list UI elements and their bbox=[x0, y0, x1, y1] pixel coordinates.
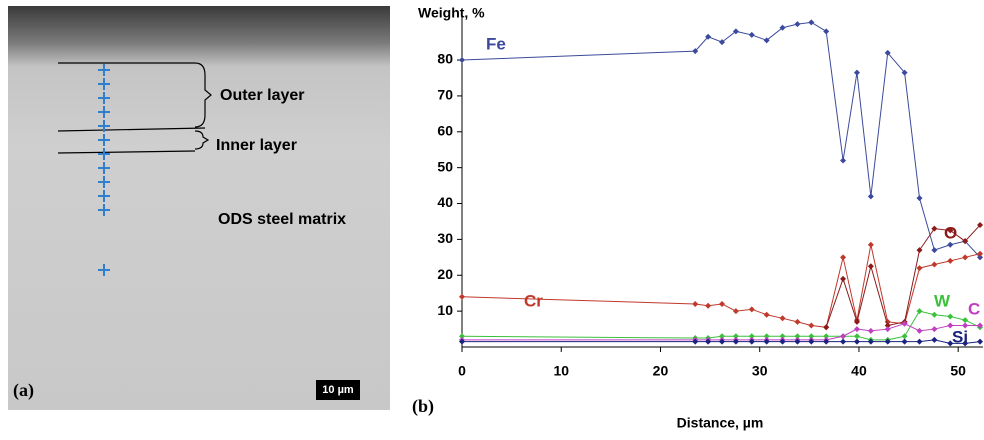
x-tick-label: 50 bbox=[950, 363, 966, 379]
y-tick-label: 70 bbox=[437, 87, 453, 103]
series-line bbox=[462, 22, 980, 257]
data-point bbox=[840, 333, 846, 339]
series-label: Fe bbox=[486, 34, 506, 53]
data-point bbox=[794, 319, 800, 325]
y-tick-label: 20 bbox=[437, 266, 453, 282]
data-point bbox=[854, 333, 860, 339]
data-point bbox=[854, 70, 860, 76]
data-point bbox=[794, 21, 800, 27]
x-tick-label: 0 bbox=[458, 363, 466, 379]
data-point bbox=[808, 322, 814, 328]
panel-label: (b) bbox=[412, 396, 434, 417]
series-line bbox=[462, 245, 980, 327]
data-point bbox=[868, 242, 874, 248]
data-point bbox=[840, 276, 846, 282]
data-point bbox=[719, 301, 725, 307]
data-point bbox=[931, 312, 937, 318]
data-point bbox=[868, 328, 874, 334]
data-point bbox=[931, 337, 937, 343]
data-point bbox=[947, 242, 953, 248]
layer-label: Outer layer bbox=[220, 87, 304, 104]
series-label: C bbox=[968, 299, 980, 318]
series-label: W bbox=[934, 291, 951, 310]
data-point bbox=[916, 247, 922, 253]
data-point bbox=[808, 19, 814, 25]
data-point bbox=[977, 339, 983, 345]
data-point bbox=[705, 303, 711, 309]
x-tick-label: 20 bbox=[653, 363, 669, 379]
series-label: O bbox=[944, 223, 957, 242]
y-tick-label: 30 bbox=[437, 230, 453, 246]
data-point bbox=[823, 324, 829, 330]
panel-label: (a) bbox=[13, 380, 34, 401]
data-point bbox=[916, 265, 922, 271]
data-point bbox=[931, 326, 937, 332]
data-point bbox=[692, 301, 698, 307]
data-point bbox=[931, 262, 937, 268]
data-point bbox=[868, 263, 874, 269]
x-tick-label: 10 bbox=[553, 363, 569, 379]
data-point bbox=[749, 32, 755, 38]
data-point bbox=[947, 258, 953, 264]
data-point bbox=[885, 326, 891, 332]
data-point bbox=[840, 339, 846, 345]
y-tick-label: 80 bbox=[437, 51, 453, 67]
y-tick-label: 50 bbox=[437, 158, 453, 174]
x-tick-label: 30 bbox=[752, 363, 768, 379]
series-label: Si bbox=[952, 327, 968, 346]
data-point bbox=[902, 339, 908, 345]
figure: Outer layer Inner layer ODS steel matrix… bbox=[0, 0, 984, 435]
data-point bbox=[840, 254, 846, 260]
data-point bbox=[749, 306, 755, 312]
data-point bbox=[947, 314, 953, 320]
data-point bbox=[931, 247, 937, 253]
y-axis-label: Weight, % bbox=[418, 5, 485, 21]
data-point bbox=[931, 226, 937, 232]
micrograph: Outer layer Inner layer ODS steel matrix… bbox=[8, 6, 390, 410]
data-point bbox=[916, 328, 922, 334]
data-point bbox=[840, 157, 846, 163]
data-point bbox=[916, 308, 922, 314]
data-point bbox=[459, 57, 465, 63]
y-tick-label: 60 bbox=[437, 122, 453, 138]
data-point bbox=[854, 339, 860, 345]
y-tick-label: 40 bbox=[437, 194, 453, 210]
data-point bbox=[868, 193, 874, 199]
data-point bbox=[916, 195, 922, 201]
y-tick-label: 10 bbox=[437, 302, 453, 318]
data-point bbox=[854, 326, 860, 332]
data-point bbox=[916, 339, 922, 345]
data-point bbox=[962, 254, 968, 260]
scale-bar-label: 10 µm bbox=[322, 384, 354, 396]
data-point bbox=[780, 315, 786, 321]
data-point bbox=[977, 251, 983, 257]
data-point bbox=[902, 333, 908, 339]
data-point bbox=[764, 312, 770, 318]
data-point bbox=[459, 294, 465, 300]
series-label: Cr bbox=[524, 291, 543, 310]
data-point bbox=[823, 28, 829, 34]
data-point bbox=[733, 308, 739, 314]
layer-label: Inner layer bbox=[216, 137, 297, 154]
x-axis-label: Distance, µm bbox=[677, 415, 764, 431]
x-tick-label: 40 bbox=[851, 363, 867, 379]
sem-image bbox=[8, 6, 390, 410]
layer-label: ODS steel matrix bbox=[218, 211, 346, 228]
